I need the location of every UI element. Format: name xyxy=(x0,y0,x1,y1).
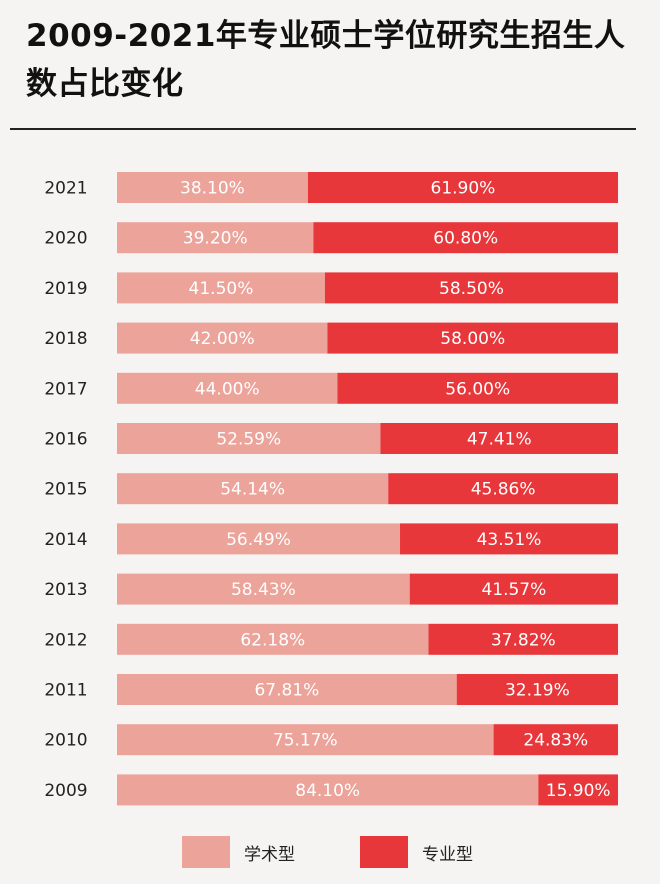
data-label-academic: 67.81% xyxy=(254,681,319,701)
legend-label-academic: 学术型 xyxy=(244,844,295,865)
data-label-professional: 45.86% xyxy=(471,480,536,500)
data-label-professional: 41.57% xyxy=(481,580,546,600)
data-label-academic: 42.00% xyxy=(190,329,255,349)
bar-segment-academic xyxy=(117,623,429,655)
bar-segment-professional xyxy=(409,573,618,605)
data-label-professional: 61.90% xyxy=(431,179,496,199)
bar-segment-professional xyxy=(313,222,618,254)
data-label-academic: 54.14% xyxy=(220,480,285,500)
year-label: 2019 xyxy=(44,279,87,299)
legend-label-professional: 专业型 xyxy=(422,844,473,865)
year-label: 2018 xyxy=(44,329,87,349)
bar-segment-professional xyxy=(493,724,618,756)
data-label-academic: 75.17% xyxy=(273,731,338,751)
data-label-professional: 32.19% xyxy=(505,681,570,701)
legend-swatch-professional xyxy=(360,836,408,868)
bar-segment-academic xyxy=(117,774,539,806)
data-label-academic: 39.20% xyxy=(183,229,248,249)
year-label: 2013 xyxy=(44,580,87,600)
legend: 学术型 专业型 xyxy=(0,835,660,869)
year-label: 2021 xyxy=(44,179,87,199)
data-label-academic: 41.50% xyxy=(189,279,254,299)
bar-segment-professional xyxy=(538,774,618,806)
bar-segment-academic xyxy=(117,573,410,605)
year-label: 2020 xyxy=(44,229,87,249)
bar-segment-academic xyxy=(117,724,494,756)
year-label: 2014 xyxy=(44,530,87,550)
title-divider xyxy=(10,128,636,130)
bar-segment-academic xyxy=(117,372,338,404)
data-label-academic: 84.10% xyxy=(295,781,360,801)
bar-segment-professional xyxy=(456,674,618,705)
bar-segment-professional xyxy=(388,473,618,505)
bar-segment-professional xyxy=(324,272,618,304)
data-label-academic: 44.00% xyxy=(195,379,260,399)
bar-segment-professional xyxy=(337,372,618,404)
data-label-academic: 56.49% xyxy=(226,530,291,550)
year-label: 2010 xyxy=(44,731,87,751)
bar-segment-academic xyxy=(117,473,389,505)
year-label: 2009 xyxy=(44,781,87,801)
year-label: 2017 xyxy=(44,379,87,399)
bar-segment-academic xyxy=(117,674,457,705)
bar-segment-professional xyxy=(327,322,618,354)
data-label-professional: 24.83% xyxy=(523,731,588,751)
stacked-bar-chart: 2021 38.10% 61.90% 2020 39.20% 60.80% 2019 41.5… xyxy=(44,172,618,806)
data-label-professional: 56.00% xyxy=(445,379,510,399)
bar-segment-professional xyxy=(428,623,618,655)
bar-segment-academic xyxy=(117,222,314,254)
legend-item-academic: 学术型 xyxy=(182,835,295,869)
data-label-professional: 47.41% xyxy=(467,430,532,450)
bar-segment-academic xyxy=(117,272,325,304)
bar-segment-academic xyxy=(117,423,381,454)
bar-segment-professional xyxy=(307,172,618,203)
legend-swatch-academic xyxy=(182,836,230,868)
data-label-academic: 38.10% xyxy=(180,179,245,199)
chart-title: 2009-2021年专业硕士学位研究生招生人数占比变化 xyxy=(26,18,626,102)
bar-segment-academic xyxy=(117,322,328,354)
data-label-professional: 37.82% xyxy=(491,630,556,650)
year-label: 2012 xyxy=(44,630,87,650)
data-label-academic: 62.18% xyxy=(240,630,305,650)
data-label-professional: 60.80% xyxy=(433,229,498,249)
data-label-academic: 58.43% xyxy=(231,580,296,600)
year-label: 2011 xyxy=(44,681,87,701)
bar-segment-academic xyxy=(117,523,401,555)
bar-segment-academic xyxy=(117,172,308,203)
data-label-professional: 58.00% xyxy=(440,329,505,349)
bar-segment-professional xyxy=(380,423,618,454)
data-label-professional: 43.51% xyxy=(477,530,542,550)
data-label-academic: 52.59% xyxy=(216,430,281,450)
data-label-professional: 58.50% xyxy=(439,279,504,299)
bar-segment-professional xyxy=(400,523,618,555)
year-label: 2016 xyxy=(44,430,87,450)
year-label: 2015 xyxy=(44,480,87,500)
data-label-professional: 15.90% xyxy=(546,781,611,801)
legend-item-professional: 专业型 xyxy=(360,835,473,869)
